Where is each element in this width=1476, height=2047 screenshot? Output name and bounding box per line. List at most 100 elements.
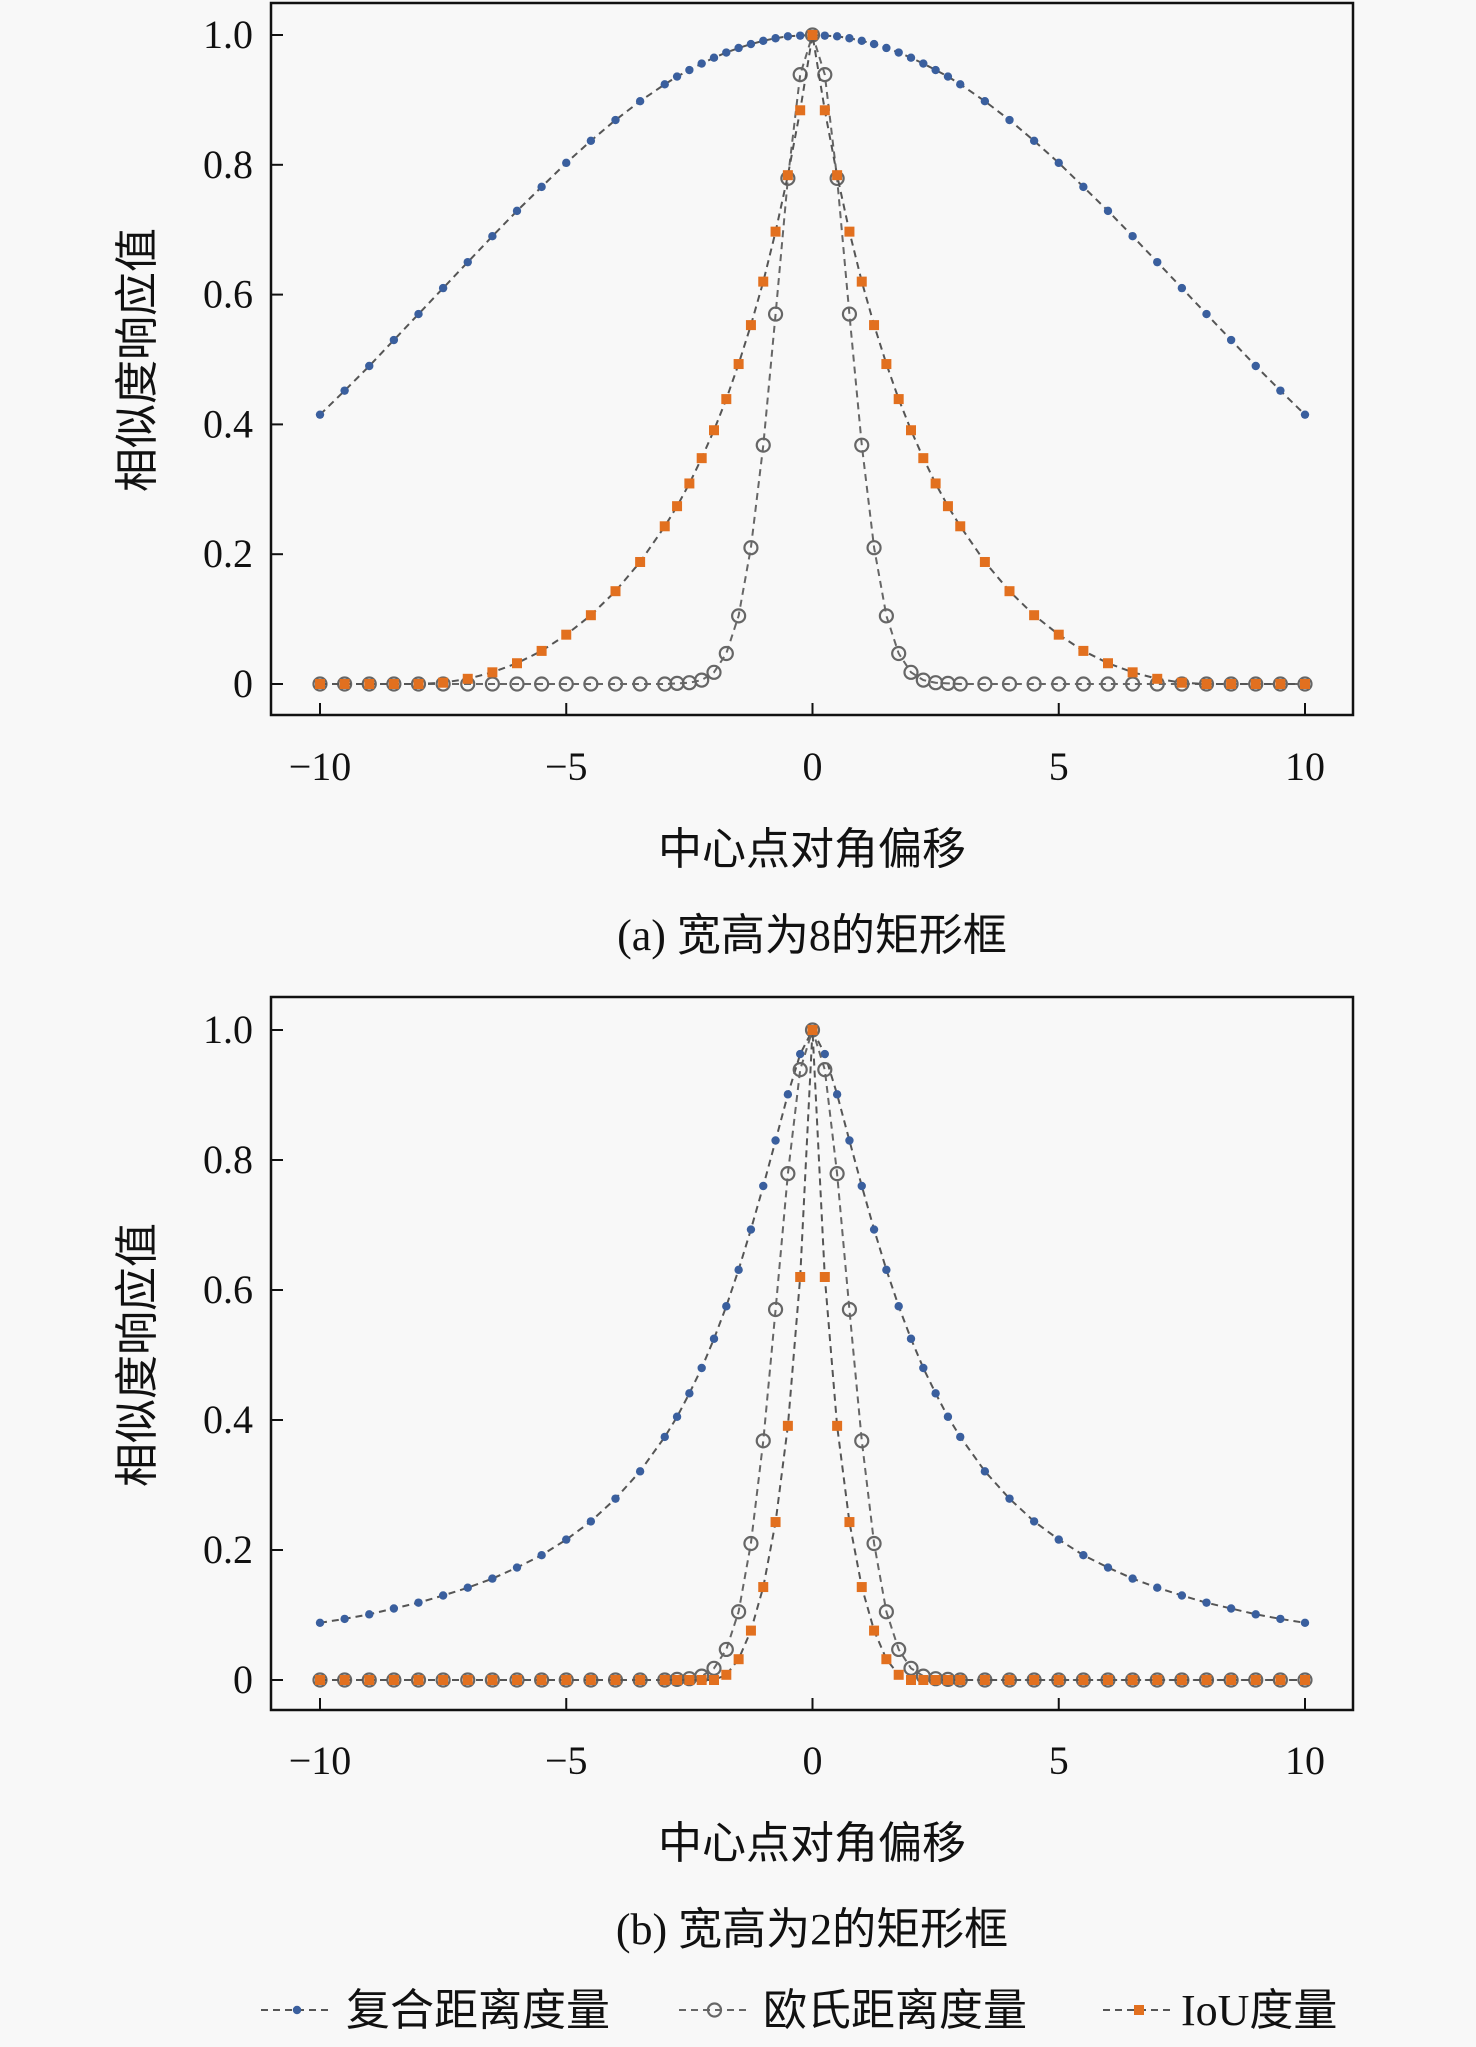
data-point	[891, 1641, 907, 1658]
data-point	[767, 1301, 784, 1318]
data-point	[795, 31, 805, 40]
data-point	[1177, 1591, 1187, 1600]
data-point	[536, 1675, 547, 1685]
y-tick-label: 0.6	[203, 272, 253, 317]
data-point	[1103, 206, 1113, 216]
data-point	[659, 1675, 670, 1685]
data-point	[1128, 231, 1137, 241]
data-point	[315, 1618, 325, 1628]
data-point	[893, 394, 904, 405]
data-point	[413, 1675, 424, 1685]
data-point	[610, 1675, 621, 1685]
data-point	[706, 1660, 722, 1676]
data-point	[1079, 1551, 1088, 1560]
data-point	[410, 676, 427, 692]
data-point	[1201, 1675, 1212, 1685]
data-point	[745, 320, 756, 331]
series-line	[320, 1029, 1305, 1681]
data-point	[585, 1675, 596, 1685]
x-axis-label: 中心点对角偏移	[658, 825, 966, 874]
data-point	[388, 679, 399, 689]
data-point	[315, 679, 325, 689]
data-point	[721, 1669, 732, 1680]
data-point	[438, 1591, 448, 1600]
data-point	[955, 1675, 966, 1685]
data-point	[696, 453, 707, 464]
data-point	[388, 1675, 399, 1685]
data-point	[438, 283, 448, 293]
data-point	[1053, 629, 1064, 640]
data-point	[746, 39, 756, 49]
data-point	[386, 1672, 402, 1688]
data-point	[841, 1301, 858, 1318]
legend-marker-icon	[706, 2002, 723, 2018]
data-point	[894, 48, 903, 57]
data-point	[1054, 158, 1063, 168]
x-tick-label: −5	[545, 744, 588, 789]
data-point	[832, 170, 843, 181]
data-point	[881, 359, 892, 370]
data-point	[804, 27, 821, 43]
data-point	[903, 1660, 919, 1676]
data-point	[1223, 676, 1239, 692]
data-point	[340, 386, 349, 395]
legend-marker-icon	[292, 2005, 302, 2015]
data-point	[635, 1675, 646, 1685]
data-point	[792, 1062, 808, 1078]
data-point	[943, 1412, 953, 1421]
data-point	[1152, 673, 1163, 684]
data-point	[460, 1672, 476, 1688]
y-axis-label: 相似度响应值	[113, 228, 162, 492]
data-point	[733, 1654, 744, 1665]
data-point	[462, 673, 473, 684]
data-point	[1051, 676, 1067, 692]
data-point	[1272, 676, 1288, 692]
data-point	[684, 478, 695, 489]
x-tick-label: 5	[1049, 744, 1069, 789]
data-point	[1054, 1535, 1063, 1544]
data-point	[534, 676, 550, 692]
data-point	[1300, 410, 1310, 419]
data-point	[484, 676, 500, 692]
data-point	[977, 676, 993, 692]
data-point	[829, 1166, 845, 1182]
data-point	[878, 1604, 894, 1620]
data-point	[1075, 676, 1091, 692]
data-point	[832, 32, 842, 41]
data-point	[906, 1675, 916, 1685]
data-point	[722, 1302, 731, 1311]
data-point	[881, 1654, 892, 1665]
data-point	[1248, 676, 1264, 692]
data-point	[906, 53, 916, 62]
data-point	[795, 105, 806, 116]
data-point	[339, 1675, 350, 1685]
data-point	[1127, 1675, 1138, 1685]
data-point	[869, 1625, 880, 1636]
data-point	[1201, 679, 1212, 689]
data-point	[1226, 1675, 1237, 1685]
data-point	[697, 1363, 706, 1373]
data-point	[1152, 1675, 1163, 1685]
data-point	[795, 1272, 806, 1282]
data-point	[733, 359, 744, 370]
chart-a: −10 −5 0 5 10 0 0.2 0.4 0.6 0.8 1.0 中心点对角偏移 相似度响应值 (a…	[113, 1, 1355, 960]
y-tick-label: 0.2	[203, 1527, 253, 1572]
data-point	[365, 1610, 374, 1619]
legend-label: 欧氏距离度量	[763, 1986, 1027, 2035]
data-point	[783, 32, 793, 41]
data-point	[844, 226, 855, 237]
data-point	[731, 608, 747, 624]
data-point	[1103, 658, 1113, 669]
data-point	[931, 1389, 940, 1398]
data-point	[956, 1432, 965, 1442]
data-point	[755, 437, 771, 453]
series-iou	[315, 30, 1310, 689]
data-point	[1276, 386, 1285, 395]
x-tick-label: −10	[289, 744, 352, 789]
data-point	[893, 1669, 904, 1680]
x-tick-label: 10	[1285, 1738, 1325, 1783]
data-point	[743, 1535, 759, 1552]
data-point	[672, 1412, 682, 1421]
data-point	[1176, 677, 1187, 688]
